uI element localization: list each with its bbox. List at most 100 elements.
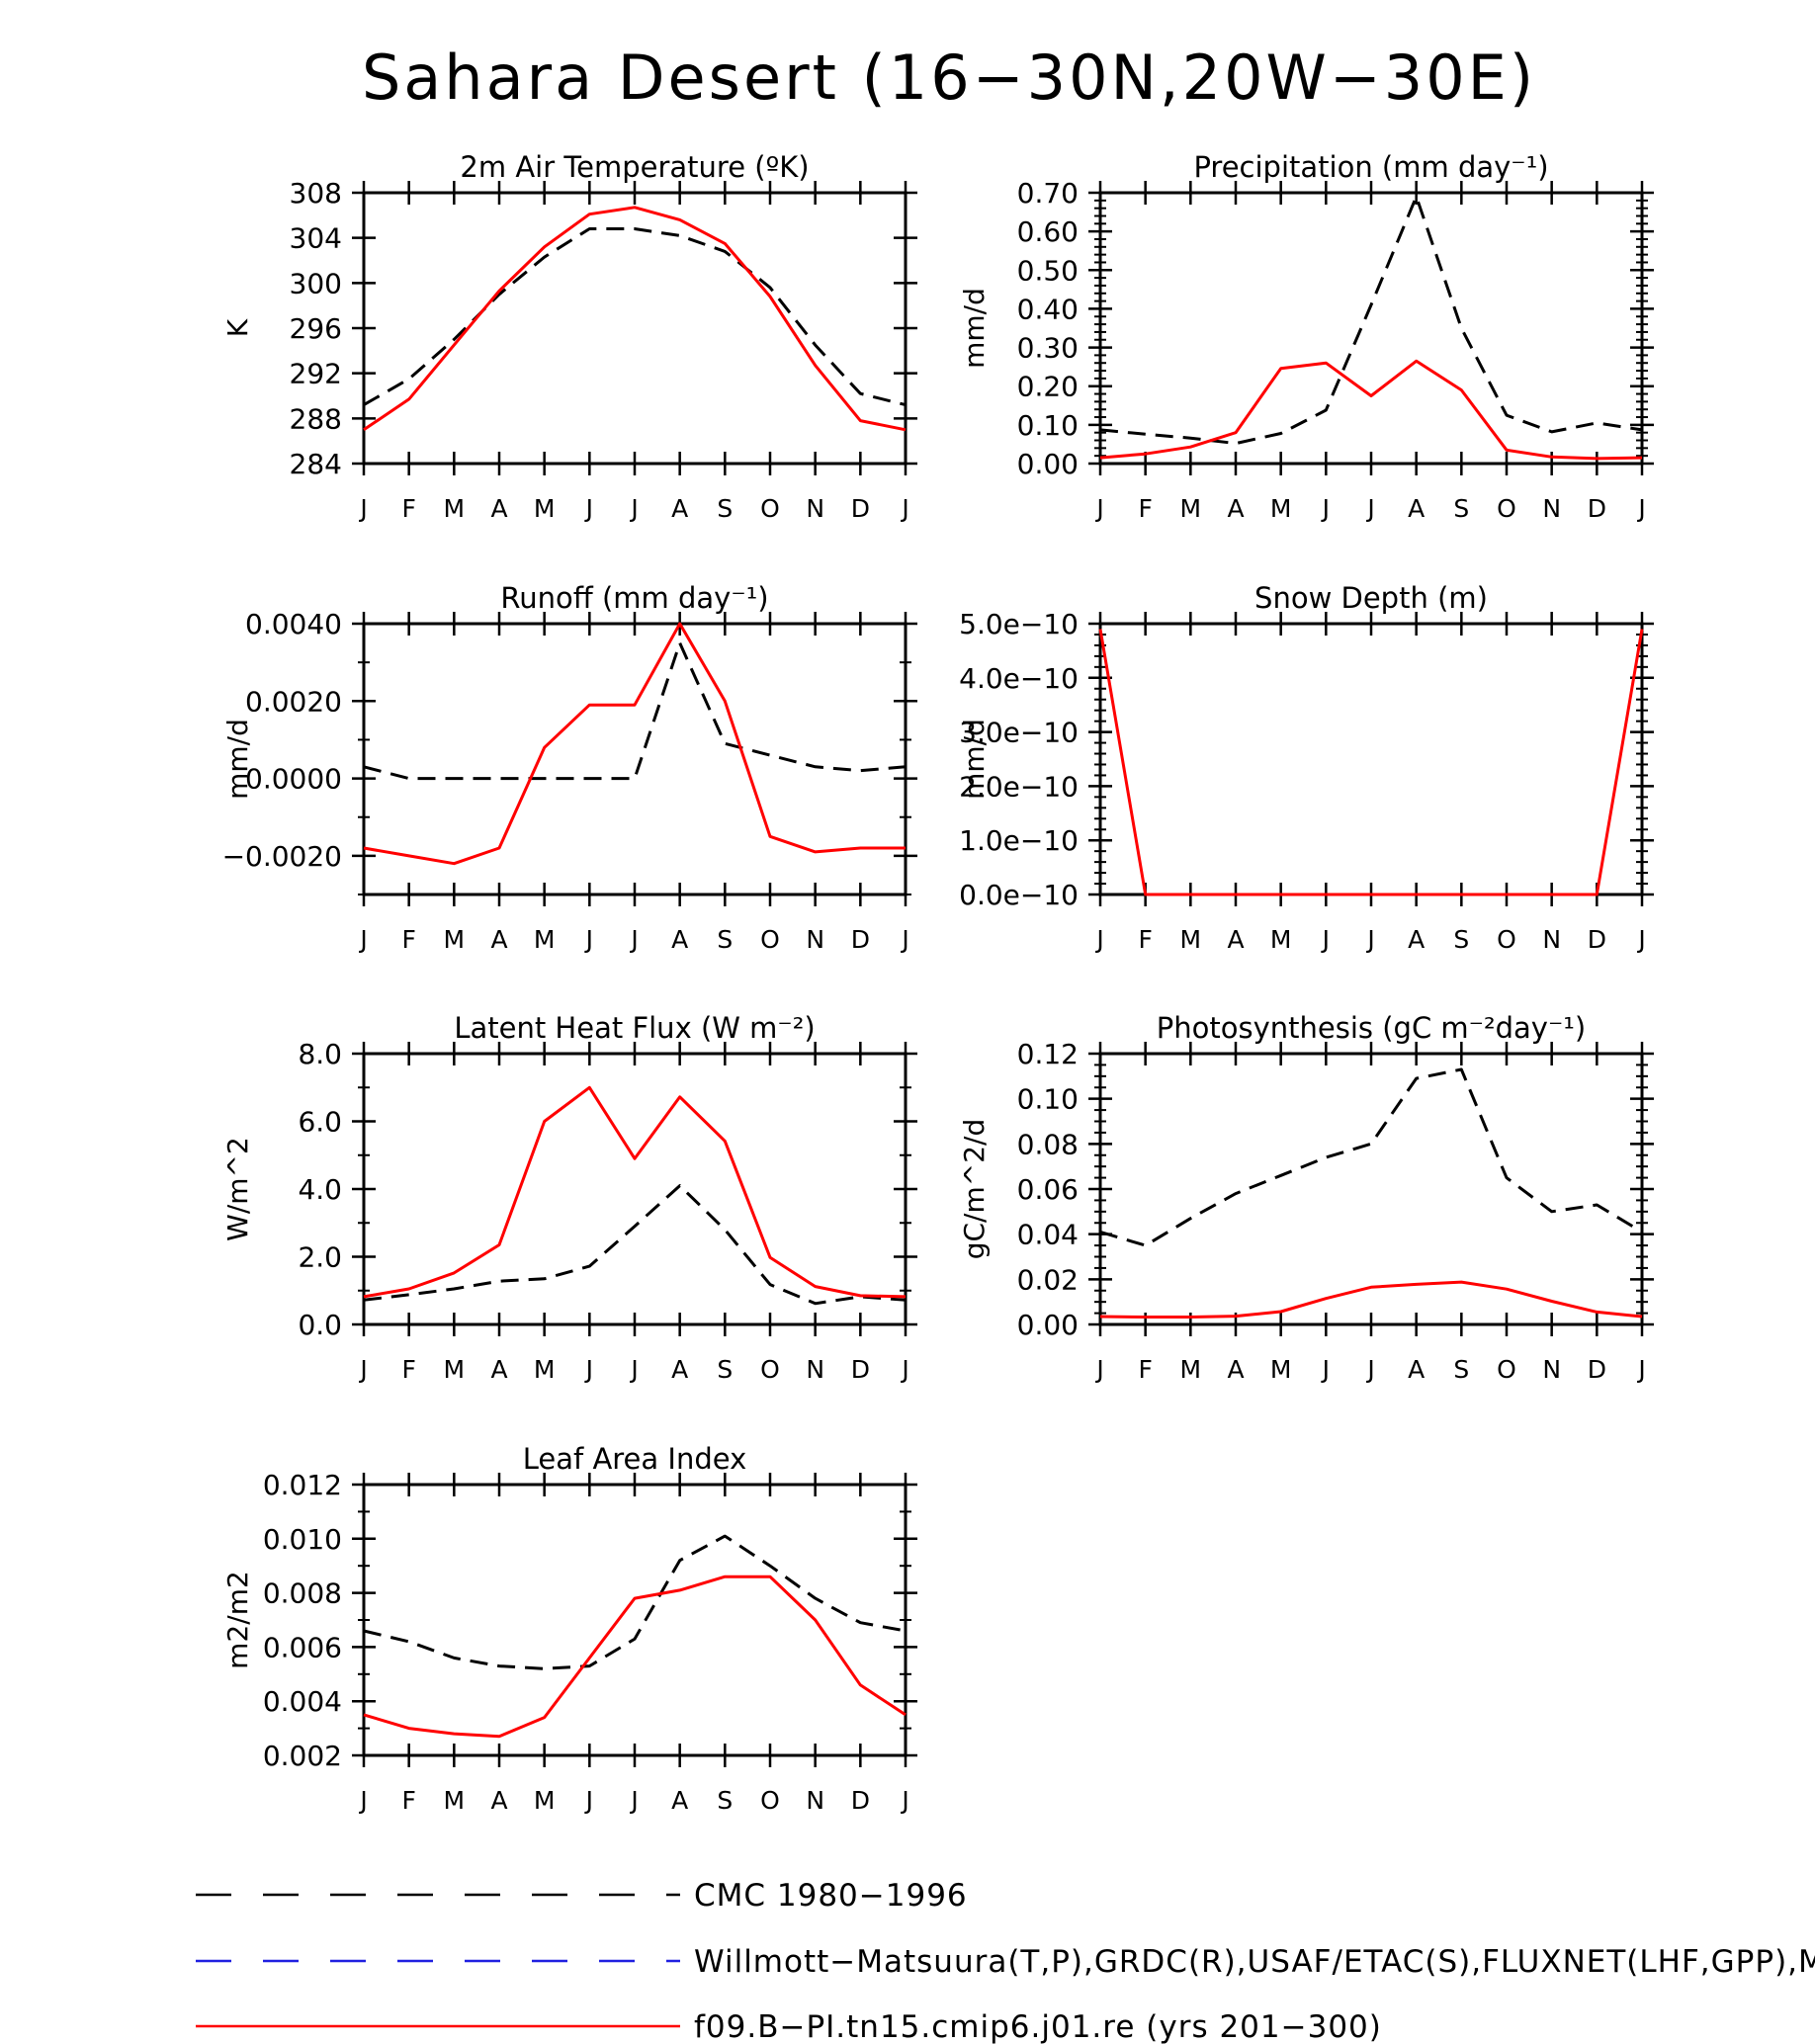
x-tick-label: O <box>760 1786 780 1815</box>
x-tick-label: F <box>401 494 415 523</box>
x-tick-label: D <box>1588 925 1606 954</box>
x-tick-label: A <box>1227 1355 1244 1384</box>
x-tick-label: J <box>1094 494 1103 523</box>
x-tick-label: S <box>717 1355 733 1384</box>
y-tick-label: 0.12 <box>1017 1038 1079 1070</box>
x-tick-label: S <box>717 1786 733 1815</box>
x-tick-label: M <box>444 1355 466 1384</box>
x-tick-label: N <box>806 925 824 954</box>
panel-precipitation-mm-day: J F M A M J J A S O N D J0.000.100.200.300.400.500.6… <box>958 150 1654 523</box>
x-tick-label: O <box>1497 1355 1516 1384</box>
y-tick-label: 0.004 <box>263 1685 342 1718</box>
x-tick-label: J <box>629 494 638 523</box>
series-line-model <box>1098 629 1644 896</box>
x-tick-label: A <box>490 1355 507 1384</box>
y-tick-label: 0.0e−10 <box>959 879 1079 911</box>
series-line-model <box>363 1575 907 1739</box>
y-axis-label: mm/d <box>958 288 991 369</box>
y-tick-label: 0.0000 <box>245 763 342 796</box>
x-tick-label: J <box>584 1786 593 1815</box>
y-axis-label: K <box>221 318 254 337</box>
y-tick-label: −0.0020 <box>222 840 342 873</box>
x-tick-label: F <box>1138 925 1152 954</box>
panel-leaf-area-index: J F M A M J J A S O N D J0.0020.0040.0060.0080.0100.… <box>221 1442 917 1815</box>
plot-frame <box>1098 1052 1644 1326</box>
x-tick-label: M <box>534 1786 556 1815</box>
x-tick-label: A <box>490 494 507 523</box>
panel-title: Precipitation (mm day⁻¹) <box>1193 150 1548 184</box>
x-tick-label: N <box>1542 494 1561 523</box>
x-tick-label: D <box>851 925 870 954</box>
x-tick-label: J <box>1636 494 1645 523</box>
y-tick-label: 0.0040 <box>245 608 342 640</box>
x-tick-label: J <box>1321 925 1330 954</box>
x-tick-label: D <box>851 494 870 523</box>
y-tick-label: 304 <box>290 222 342 255</box>
y-tick-label: 3.0e−10 <box>959 717 1079 749</box>
x-tick-label: D <box>1588 1355 1606 1384</box>
x-tick-label: S <box>1453 494 1469 523</box>
x-tick-label: A <box>671 494 688 523</box>
x-tick-label: M <box>1180 494 1202 523</box>
y-tick-label: 0.006 <box>263 1631 342 1663</box>
y-axis-label: m2/m2 <box>221 1571 254 1669</box>
y-tick-label: 296 <box>290 312 342 345</box>
x-tick-label: J <box>584 1355 593 1384</box>
x-tick-label: A <box>1408 1355 1425 1384</box>
x-tick-label: J <box>358 1355 367 1384</box>
x-tick-label: F <box>401 1355 415 1384</box>
y-tick-label: 0.50 <box>1017 254 1079 287</box>
y-tick-label: 288 <box>290 402 342 435</box>
x-tick-label: J <box>1321 1355 1330 1384</box>
x-tick-label: M <box>534 494 556 523</box>
x-tick-label: J <box>629 1355 638 1384</box>
x-tick-label: J <box>358 1786 367 1815</box>
series-line-model <box>363 622 906 866</box>
x-tick-label: J <box>584 494 593 523</box>
y-tick-label: 0.012 <box>263 1469 342 1501</box>
y-tick-label: 0.30 <box>1017 332 1079 365</box>
y-tick-label: 300 <box>290 267 342 299</box>
y-tick-label: 0.10 <box>1017 409 1079 442</box>
x-tick-label: M <box>1270 925 1292 954</box>
y-tick-label: 0.008 <box>263 1577 342 1610</box>
series-line-model <box>363 206 907 432</box>
x-tick-label: M <box>444 494 466 523</box>
x-tick-label: A <box>671 1786 688 1815</box>
panel-title: Latent Heat Flux (W m⁻²) <box>454 1011 815 1045</box>
series-line-cmc <box>363 1534 907 1670</box>
x-tick-label: A <box>490 1786 507 1815</box>
panel-title: 2m Air Temperature (ºK) <box>460 150 809 184</box>
panel-title: Snow Depth (m) <box>1254 581 1488 615</box>
x-tick-label: F <box>401 925 415 954</box>
series-line-cmc <box>363 227 907 407</box>
y-axis-label: gC/m^2/d <box>958 1119 991 1260</box>
x-tick-label: J <box>1321 494 1330 523</box>
panel-title: Leaf Area Index <box>523 1442 746 1476</box>
y-tick-label: 0.06 <box>1017 1173 1079 1206</box>
x-tick-label: J <box>584 925 593 954</box>
plot-frame <box>362 1052 908 1326</box>
panel-snow-depth-m: J F M A M J J A S O N D J0.0e−101.0e−102.0e−103.0e−1… <box>958 581 1654 954</box>
x-tick-label: A <box>1227 494 1244 523</box>
y-axis-label: mm/d <box>958 719 991 800</box>
y-tick-label: 292 <box>290 358 342 390</box>
y-tick-label: 0.002 <box>263 1740 342 1772</box>
x-tick-label: N <box>806 494 824 523</box>
x-tick-label: J <box>1365 1355 1374 1384</box>
x-tick-label: O <box>760 1355 780 1384</box>
x-tick-label: D <box>851 1786 870 1815</box>
y-tick-label: 0.00 <box>1017 1309 1079 1341</box>
y-tick-label: 0.60 <box>1017 215 1079 248</box>
series-line-model <box>363 1085 907 1299</box>
y-tick-label: 0.04 <box>1017 1219 1079 1251</box>
y-tick-label: 8.0 <box>298 1038 342 1070</box>
y-tick-label: 0.08 <box>1017 1128 1079 1160</box>
x-tick-label: J <box>1636 925 1645 954</box>
x-tick-label: M <box>1270 1355 1292 1384</box>
x-tick-label: O <box>760 494 780 523</box>
legend-label-3: f09.B−PI.tn15.cmip6.j01.re (yrs 201−300) <box>694 2009 1382 2044</box>
x-tick-label: J <box>1094 1355 1103 1384</box>
y-axis-label: mm/d <box>221 719 254 800</box>
